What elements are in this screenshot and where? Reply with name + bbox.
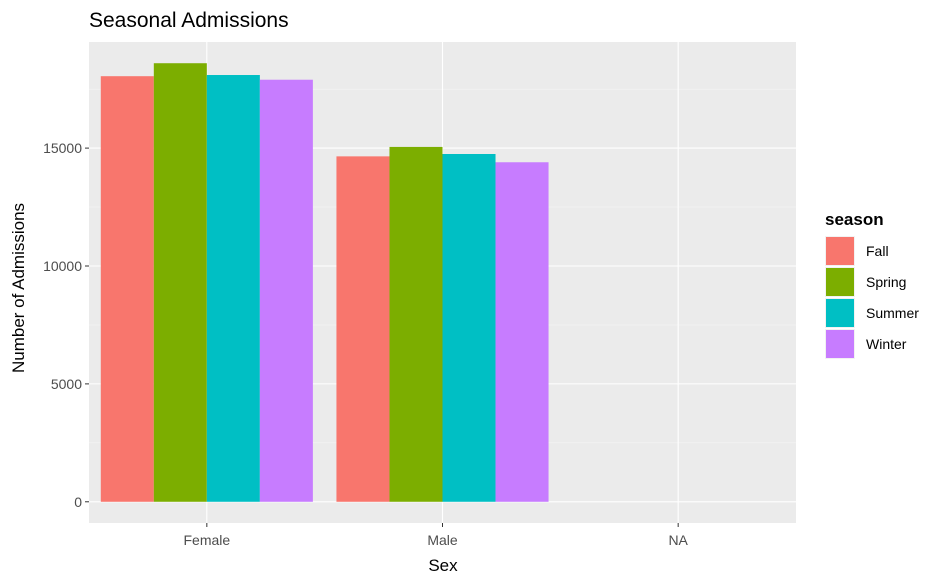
legend: season Fall Spring Summer Winter [825,210,919,359]
x-tick-label: NA [668,532,688,548]
bar-winter-female [259,79,313,502]
x-tick-label: Male [427,532,458,548]
legend-label-winter: Winter [866,336,907,352]
x-tick-label: Female [183,532,230,548]
bar-winter-male [495,162,549,502]
bar-summer-male [442,153,496,502]
bar-fall-male [336,156,390,502]
y-tick-label: 5000 [51,376,82,392]
legend-label-summer: Summer [866,305,919,321]
legend-swatch-spring [826,268,854,296]
legend-swatch-winter [826,330,854,358]
legend-label-spring: Spring [866,274,906,290]
bar-spring-male [389,146,443,502]
y-tick-label: 15000 [43,140,82,156]
y-tick-label: 10000 [43,258,82,274]
chart-title: Seasonal Admissions [89,9,289,32]
legend-label-fall: Fall [866,243,889,259]
y-axis-title: Number of Admissions [9,203,28,373]
x-axis-title: Sex [428,556,458,575]
bar-summer-female [206,75,260,502]
legend-swatch-summer [826,299,854,327]
bars [100,63,549,502]
x-axis-ticks: Female Male NA [183,523,689,548]
legend-swatch-fall [826,237,854,265]
y-tick-label: 0 [74,494,82,510]
bar-spring-female [153,63,207,502]
y-axis-ticks: 0 5000 10000 15000 [43,140,89,510]
legend-title: season [825,210,884,229]
bar-fall-female [100,76,154,502]
